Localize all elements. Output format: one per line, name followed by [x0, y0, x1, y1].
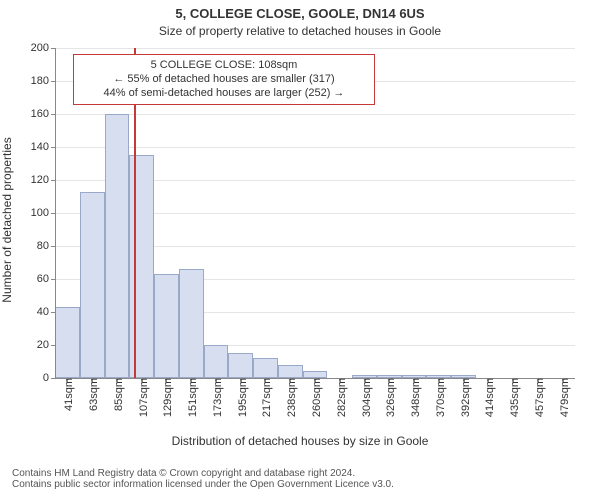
x-tick-label: 41sqm — [59, 378, 75, 411]
histogram-bar — [253, 358, 278, 378]
x-tick-label: 107sqm — [134, 378, 150, 417]
footer-line-1: Contains HM Land Registry data © Crown c… — [12, 468, 588, 479]
x-tick-label: 457sqm — [530, 378, 546, 417]
x-tick-label: 348sqm — [406, 378, 422, 417]
y-tick-label: 160 — [31, 108, 55, 120]
x-tick-label: 282sqm — [332, 378, 348, 417]
histogram-bar — [278, 365, 303, 378]
y-tick-label: 140 — [31, 141, 55, 153]
footer-line-2: Contains public sector information licen… — [12, 479, 588, 490]
histogram-bar — [154, 274, 179, 378]
x-tick-label: 238sqm — [282, 378, 298, 417]
histogram-bar — [55, 307, 80, 378]
histogram-bar — [80, 192, 105, 378]
y-axis-line — [55, 48, 56, 378]
x-tick-label: 151sqm — [183, 378, 199, 417]
y-tick-label: 80 — [37, 240, 55, 252]
y-tick-label: 200 — [31, 42, 55, 54]
x-tick-label: 260sqm — [307, 378, 323, 417]
grid-line — [55, 147, 575, 148]
y-tick-label: 40 — [37, 306, 55, 318]
x-tick-label: 435sqm — [505, 378, 521, 417]
x-tick-label: 479sqm — [555, 378, 571, 417]
y-tick-label: 100 — [31, 207, 55, 219]
grid-line — [55, 114, 575, 115]
x-tick-label: 85sqm — [109, 378, 125, 411]
x-tick-label: 304sqm — [357, 378, 373, 417]
y-tick-label: 20 — [37, 339, 55, 351]
plot-area: 020406080100120140160180200 41sqm63sqm85… — [55, 48, 575, 378]
histogram-bar — [204, 345, 229, 378]
grid-line — [55, 48, 575, 49]
y-axis-label: Number of detached properties — [0, 55, 14, 385]
y-tick-label: 60 — [37, 273, 55, 285]
histogram-bar — [105, 114, 130, 378]
x-tick-label: 217sqm — [257, 378, 273, 417]
x-tick-label: 370sqm — [431, 378, 447, 417]
annotation-line-2: ← 55% of detached houses are smaller (31… — [78, 73, 370, 87]
annotation-line-1: 5 COLLEGE CLOSE: 108sqm — [78, 59, 370, 73]
annotation-box: 5 COLLEGE CLOSE: 108sqm ← 55% of detache… — [73, 54, 375, 105]
footer-attribution: Contains HM Land Registry data © Crown c… — [12, 468, 588, 490]
histogram-bar — [129, 155, 154, 378]
x-tick-label: 392sqm — [456, 378, 472, 417]
y-tick-label: 180 — [31, 75, 55, 87]
chart-title: 5, COLLEGE CLOSE, GOOLE, DN14 6US — [0, 6, 600, 21]
chart-subtitle: Size of property relative to detached ho… — [0, 24, 600, 38]
x-tick-label: 414sqm — [480, 378, 496, 417]
x-tick-label: 173sqm — [208, 378, 224, 417]
y-tick-label: 120 — [31, 174, 55, 186]
x-tick-label: 63sqm — [84, 378, 100, 411]
x-tick-label: 326sqm — [381, 378, 397, 417]
histogram-bar — [303, 371, 328, 378]
y-tick-label: 0 — [43, 372, 55, 384]
x-tick-label: 129sqm — [158, 378, 174, 417]
chart-container: 5, COLLEGE CLOSE, GOOLE, DN14 6US Size o… — [0, 0, 600, 500]
x-tick-label: 195sqm — [233, 378, 249, 417]
annotation-line-3: 44% of semi-detached houses are larger (… — [78, 87, 370, 101]
x-axis-label: Distribution of detached houses by size … — [0, 434, 600, 448]
histogram-bar — [228, 353, 253, 378]
histogram-bar — [179, 269, 204, 378]
